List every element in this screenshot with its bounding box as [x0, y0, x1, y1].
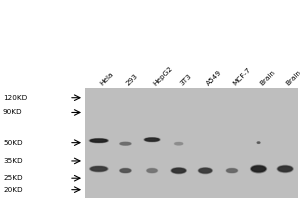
Ellipse shape: [120, 143, 130, 145]
Ellipse shape: [120, 168, 131, 173]
Ellipse shape: [144, 138, 160, 142]
Text: 3T3: 3T3: [179, 73, 193, 87]
Ellipse shape: [171, 168, 186, 174]
Ellipse shape: [277, 165, 293, 173]
Ellipse shape: [89, 139, 108, 143]
Text: HepG2: HepG2: [152, 65, 174, 87]
Text: 120KD: 120KD: [3, 95, 27, 101]
Ellipse shape: [120, 169, 130, 172]
Text: 35KD: 35KD: [3, 158, 22, 164]
Ellipse shape: [257, 142, 260, 143]
Ellipse shape: [227, 169, 237, 172]
Text: Brain: Brain: [285, 69, 300, 87]
Text: Brain: Brain: [259, 69, 276, 87]
Text: 25KD: 25KD: [3, 175, 22, 181]
Text: A549: A549: [205, 69, 223, 87]
Text: 293: 293: [125, 73, 140, 87]
Ellipse shape: [198, 168, 212, 174]
Ellipse shape: [90, 166, 108, 172]
Ellipse shape: [147, 168, 158, 173]
Ellipse shape: [278, 166, 292, 172]
Ellipse shape: [175, 143, 182, 145]
Text: 50KD: 50KD: [3, 140, 22, 146]
Ellipse shape: [199, 168, 212, 173]
Ellipse shape: [172, 168, 185, 173]
Ellipse shape: [250, 165, 266, 173]
Ellipse shape: [147, 169, 157, 172]
Ellipse shape: [120, 142, 131, 145]
Ellipse shape: [145, 138, 159, 141]
Text: 20KD: 20KD: [3, 187, 22, 193]
Ellipse shape: [252, 166, 266, 172]
Text: MCF-7: MCF-7: [232, 67, 252, 87]
Text: Hela: Hela: [99, 71, 115, 87]
Ellipse shape: [91, 139, 107, 142]
Text: 90KD: 90KD: [3, 109, 22, 115]
Ellipse shape: [174, 142, 183, 145]
Ellipse shape: [91, 167, 107, 171]
Ellipse shape: [226, 168, 238, 173]
Ellipse shape: [257, 142, 260, 143]
